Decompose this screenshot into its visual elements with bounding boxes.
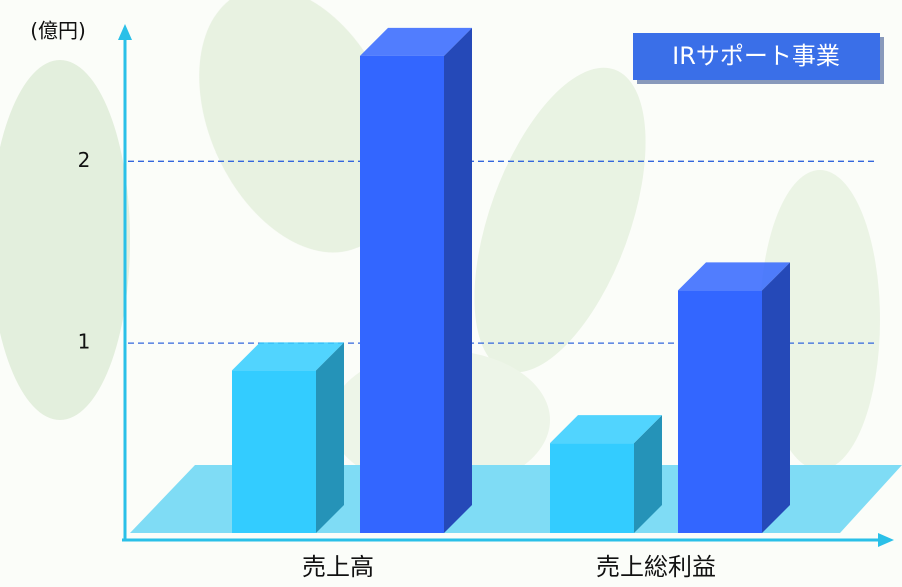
- bar-side: [762, 262, 790, 533]
- x-tick-label: 売上総利益: [596, 553, 716, 581]
- y-axis-label: (億円): [30, 19, 86, 43]
- bar: [550, 443, 634, 533]
- y-tick-label: 2: [78, 148, 91, 172]
- bar-side: [316, 342, 344, 533]
- annotation: IRサポート事業: [672, 42, 840, 70]
- chart: (億円) IRサポート事業 1 2 売上高 売上総利益: [0, 0, 902, 587]
- page: (億円) IRサポート事業 12売上高売上総利益 (() => { const …: [0, 0, 902, 587]
- bar-side: [444, 28, 472, 533]
- bar: [232, 370, 316, 533]
- x-tick-label: 売上高: [302, 553, 374, 581]
- bar: [678, 290, 762, 533]
- y-tick-label: 1: [78, 330, 91, 354]
- bar: [360, 56, 444, 533]
